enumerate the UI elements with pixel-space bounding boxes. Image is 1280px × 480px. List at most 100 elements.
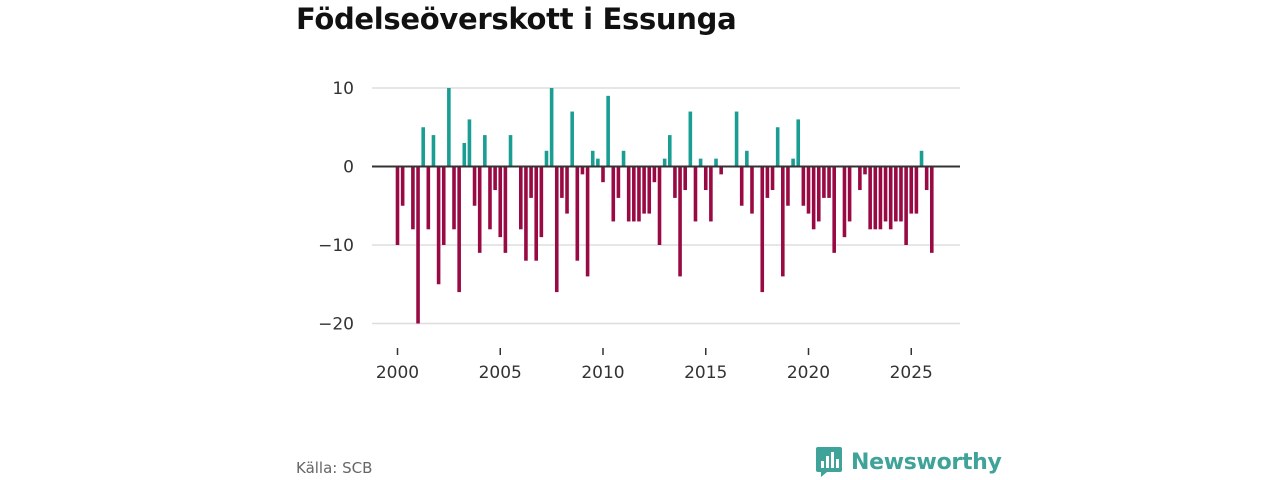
bar: [709, 166, 713, 222]
bar: [693, 166, 698, 222]
bar: [791, 158, 795, 167]
bar: [642, 166, 646, 214]
bar: [842, 166, 847, 238]
bar: [400, 166, 405, 206]
bar: [616, 166, 621, 198]
bar: [488, 166, 492, 230]
bar: [760, 166, 765, 293]
bars: [395, 88, 934, 324]
bar: [914, 166, 919, 214]
bar: [626, 166, 631, 222]
bar: [575, 166, 580, 261]
bar: [503, 166, 508, 253]
bar: [411, 166, 415, 230]
bar: [883, 166, 888, 222]
x-tick-label: 2020: [787, 363, 830, 383]
bar: [632, 166, 636, 222]
bar: [621, 150, 626, 167]
chart-title: Födelseöverskott i Essunga: [296, 2, 737, 36]
bar: [894, 166, 898, 222]
bar: [673, 166, 677, 198]
y-tick-label: −20: [318, 315, 354, 335]
bar: [493, 166, 497, 191]
bar: [467, 119, 472, 167]
bar: [719, 166, 723, 175]
bar: [775, 127, 780, 167]
bar: [888, 166, 893, 230]
bar: [431, 135, 436, 167]
bar: [683, 166, 687, 191]
bar: [457, 166, 461, 293]
bar: [714, 158, 718, 167]
bar: [554, 166, 559, 293]
bar: [606, 95, 610, 167]
bar: [827, 166, 831, 198]
bar: [483, 135, 487, 167]
brand-logo[interactable]: Newsworthy: [815, 446, 1002, 478]
bar: [858, 166, 862, 191]
bar: [816, 166, 821, 222]
source-note: Källa: SCB: [296, 459, 373, 477]
bar: [637, 166, 641, 222]
bar: [750, 166, 754, 214]
bar: [498, 166, 503, 238]
x-axis: 2000 2005 2010 2015 2020 2025: [376, 348, 933, 383]
bar: [441, 166, 446, 245]
bar: [688, 111, 693, 167]
bar: [781, 166, 785, 277]
bar: [395, 166, 400, 245]
bar: [734, 111, 739, 167]
bar: [570, 111, 574, 167]
bar: [924, 166, 929, 191]
x-tick-label: 2010: [581, 363, 624, 383]
bar: [611, 166, 616, 222]
bar: [426, 166, 431, 230]
x-tick-label: 2015: [684, 363, 727, 383]
bar: [585, 166, 590, 277]
bar: [447, 88, 451, 167]
bar: [832, 166, 836, 253]
bar: [770, 166, 775, 191]
bar: [786, 166, 790, 206]
bar: [549, 88, 554, 167]
bar: [539, 166, 544, 238]
newsworthy-logo-icon: [816, 447, 842, 477]
bar: [930, 166, 934, 253]
brand-name: Newsworthy: [851, 449, 1002, 475]
bar: [904, 166, 908, 245]
bar: [652, 166, 657, 183]
bar: [647, 166, 652, 214]
bar: [878, 166, 883, 230]
x-tick-label: 2000: [376, 363, 419, 383]
bar: [472, 166, 477, 206]
bar: [678, 166, 682, 277]
bar: [590, 150, 595, 167]
bar: [863, 166, 867, 175]
bar: [873, 166, 878, 230]
bar: [822, 166, 826, 198]
bar: [544, 150, 549, 167]
bar: [667, 135, 672, 167]
x-tick-label: 2025: [890, 363, 933, 383]
bar: [909, 166, 914, 214]
bar: [524, 166, 528, 261]
y-axis-labels: 10 0 −10 −20: [318, 79, 354, 335]
bar: [580, 166, 585, 175]
bar: [847, 166, 852, 222]
bar: [796, 119, 801, 167]
bar: [806, 166, 811, 214]
bar: [452, 166, 456, 230]
bar: [899, 166, 903, 222]
y-tick-label: 10: [332, 79, 354, 99]
bar: [421, 127, 425, 167]
bar: [596, 158, 600, 167]
bar: [560, 166, 564, 198]
bar: [534, 166, 539, 261]
bar: [416, 166, 420, 324]
bar: [745, 150, 749, 167]
x-tick-label: 2005: [479, 363, 522, 383]
grid-lines: [372, 87, 960, 325]
bar: [662, 158, 667, 167]
bar: [868, 166, 872, 230]
bar: [462, 142, 467, 167]
